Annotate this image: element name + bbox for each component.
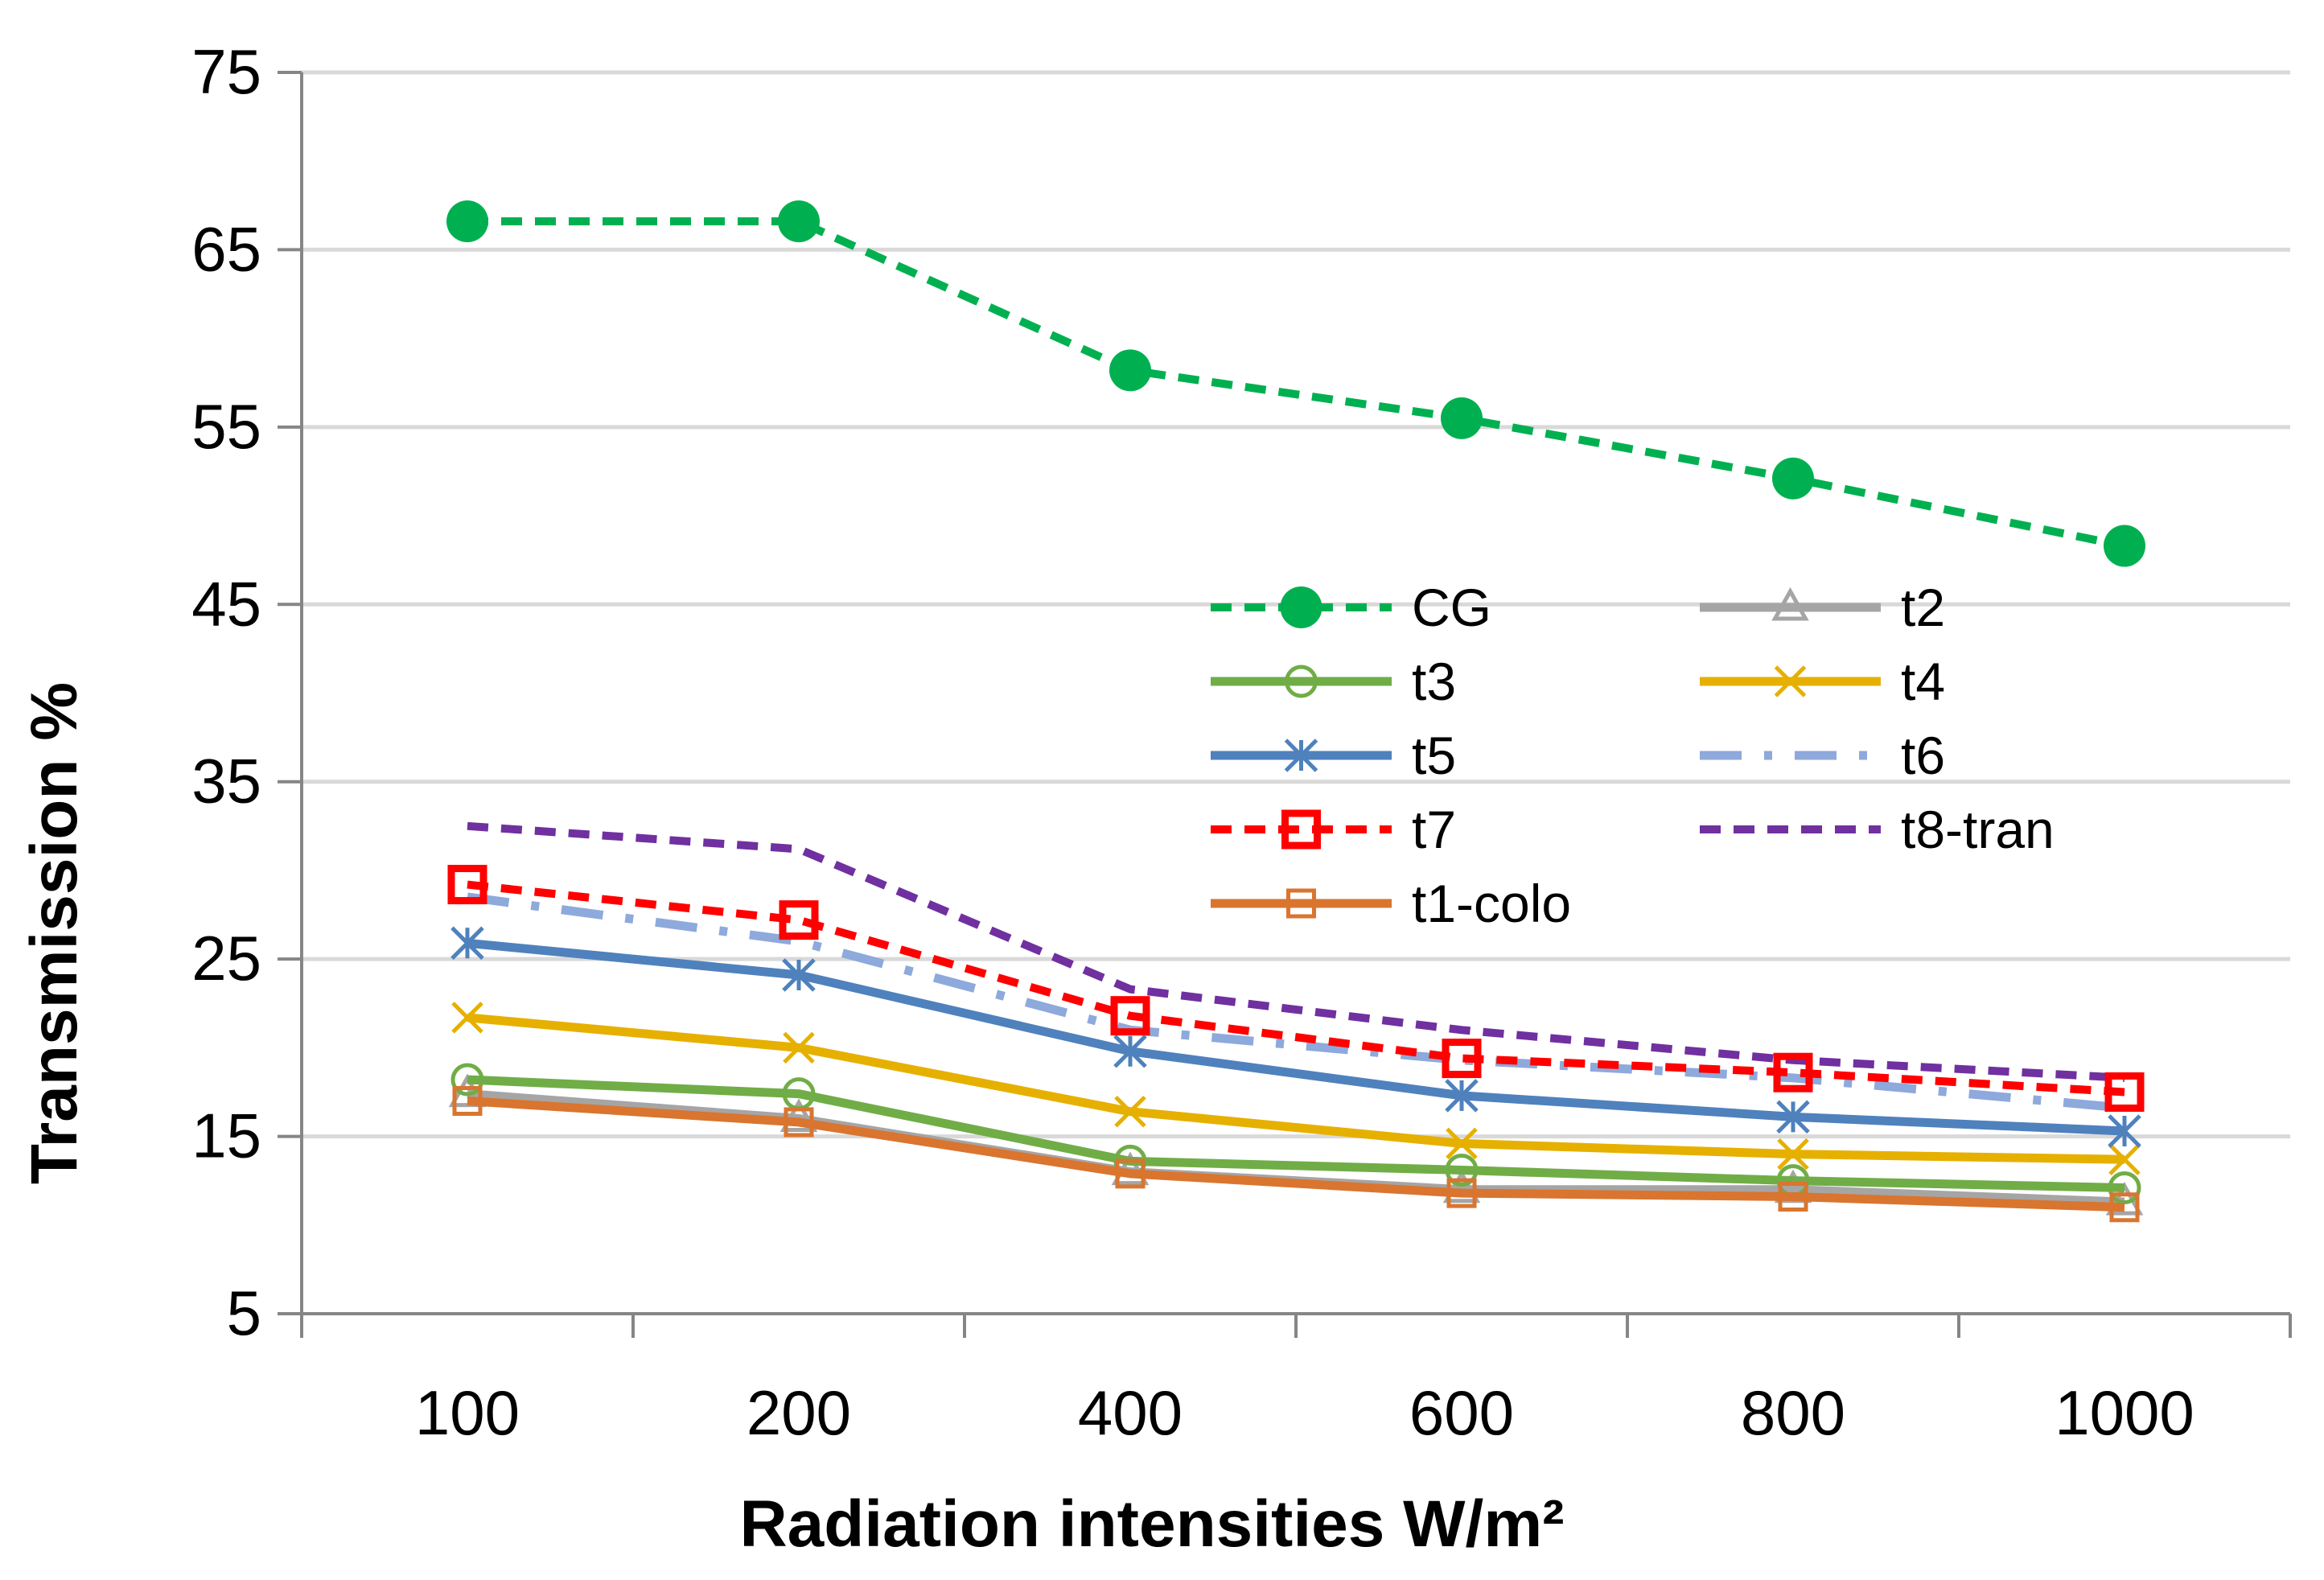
data-point-t5 xyxy=(450,926,484,961)
series-line-t1-colo xyxy=(467,1096,2125,1212)
series-line-t6 xyxy=(467,892,2125,1113)
y-tick-labels: 5 15 25 35 45 55 65 75 xyxy=(191,36,261,1348)
data-point-t3 xyxy=(2108,1171,2141,1204)
legend-label: t8-tran xyxy=(1901,800,2055,859)
legend-item-t1-colo: t1-colo xyxy=(1211,874,1571,933)
legend-label: CG xyxy=(1412,578,1491,637)
data-point-t7 xyxy=(447,865,487,905)
data-point-CG xyxy=(778,200,820,243)
x-tick-label: 400 xyxy=(1078,1377,1183,1448)
legend-item-t7: t7 xyxy=(1211,800,1456,859)
series-line-t8-tran xyxy=(467,821,2125,1082)
series-CG xyxy=(446,200,2145,567)
legend-marker xyxy=(1774,665,1807,697)
series-t4 xyxy=(451,1002,2141,1175)
series-t1-colo xyxy=(452,1085,2140,1223)
y-tick-label: 65 xyxy=(191,213,261,284)
data-point-t3 xyxy=(450,1063,484,1097)
legend: CG t2 t3 t4 t5 t6 t7 t8-tran t1-colo xyxy=(1211,578,2055,933)
series-line-t5 xyxy=(467,938,2125,1136)
data-point-t1-colo xyxy=(2109,1192,2140,1223)
data-point-t5 xyxy=(1776,1100,1810,1134)
y-tick-label: 15 xyxy=(191,1101,261,1171)
data-point-t3 xyxy=(1445,1153,1479,1187)
legend-label: t5 xyxy=(1412,726,1456,785)
data-point-t5 xyxy=(1113,1035,1147,1068)
series-t5 xyxy=(450,926,2141,1148)
data-point-CG xyxy=(1109,349,1151,392)
x-tick-label: 100 xyxy=(415,1377,520,1448)
legend-marker xyxy=(1281,809,1321,850)
data-point-t7 xyxy=(2104,1072,2145,1112)
data-point-t4 xyxy=(1446,1127,1478,1160)
y-tick-label: 55 xyxy=(191,391,261,462)
legend-item-t4: t4 xyxy=(1700,652,1945,711)
data-point-t1-colo xyxy=(1115,1158,1146,1189)
data-point-t1-colo xyxy=(1778,1182,1808,1212)
legend-item-CG: CG xyxy=(1211,578,1491,637)
y-tick-label: 5 xyxy=(227,1278,261,1348)
series-line-t3 xyxy=(467,1075,2125,1192)
legend-label: t2 xyxy=(1901,578,1945,637)
y-axis-title: Transmission % xyxy=(18,682,91,1184)
data-point-t1-colo xyxy=(1446,1178,1477,1208)
series-t3 xyxy=(450,1063,2141,1204)
series-line-t7 xyxy=(467,880,2125,1097)
data-point-t5 xyxy=(2108,1114,2141,1148)
data-point-t7 xyxy=(779,900,819,940)
legend-item-t8-tran: t8-tran xyxy=(1700,800,2055,859)
data-point-t1-colo xyxy=(784,1107,814,1138)
y-tick-label: 35 xyxy=(191,746,261,817)
y-tick-label: 25 xyxy=(191,923,261,994)
y-tick-label: 75 xyxy=(191,36,261,107)
legend-item-t5: t5 xyxy=(1211,726,1456,785)
legend-item-t2: t2 xyxy=(1700,578,1945,637)
data-point-CG xyxy=(1772,457,1814,500)
x-axis-title: Radiation intensities W/m² xyxy=(739,1487,1564,1561)
data-point-t4 xyxy=(451,1002,483,1034)
x-tick-label: 800 xyxy=(1741,1377,1845,1448)
legend-label: t6 xyxy=(1901,726,1945,785)
data-point-t4 xyxy=(783,1031,815,1064)
data-point-t7 xyxy=(1110,996,1150,1036)
data-point-t5 xyxy=(1445,1079,1479,1113)
x-tick-label: 600 xyxy=(1409,1377,1514,1448)
axes xyxy=(278,71,2292,1338)
legend-label: t1-colo xyxy=(1412,874,1571,933)
data-point-t4 xyxy=(1114,1095,1146,1128)
series-line-t4 xyxy=(467,1013,2125,1164)
legend-marker xyxy=(1285,665,1318,698)
legend-item-t6: t6 xyxy=(1700,726,1945,785)
data-point-t4 xyxy=(2108,1143,2141,1175)
data-point-t5 xyxy=(782,958,816,992)
series-line-CG xyxy=(467,217,2125,550)
data-point-CG xyxy=(446,200,488,243)
x-tick-label: 200 xyxy=(747,1377,851,1448)
data-point-t2 xyxy=(779,1098,818,1133)
series-t2 xyxy=(448,1073,2144,1216)
legend-marker xyxy=(1771,586,1809,621)
data-point-t1-colo xyxy=(452,1085,483,1116)
series-t6 xyxy=(467,892,2125,1113)
legend-item-t3: t3 xyxy=(1211,652,1456,711)
legend-marker xyxy=(1284,739,1318,772)
data-point-t7 xyxy=(1442,1039,1482,1079)
legend-marker xyxy=(1280,586,1322,628)
data-point-t2 xyxy=(1442,1169,1481,1204)
series-t8-tran xyxy=(467,821,2125,1082)
x-tick-labels: 100 200 400 600 800 1000 xyxy=(415,1377,2194,1448)
legend-label: t4 xyxy=(1901,652,1945,711)
data-point-t4 xyxy=(1777,1138,1809,1171)
legend-marker xyxy=(1286,888,1316,919)
series-t7 xyxy=(447,865,2145,1112)
legend-label: t3 xyxy=(1412,652,1456,711)
data-point-t7 xyxy=(1773,1052,1813,1092)
data-point-CG xyxy=(1441,397,1483,439)
series-lines xyxy=(446,200,2145,1223)
y-tick-label: 45 xyxy=(191,568,261,639)
legend-label: t7 xyxy=(1412,800,1456,859)
data-point-CG xyxy=(2104,525,2145,567)
x-tick-label: 1000 xyxy=(2055,1377,2194,1448)
